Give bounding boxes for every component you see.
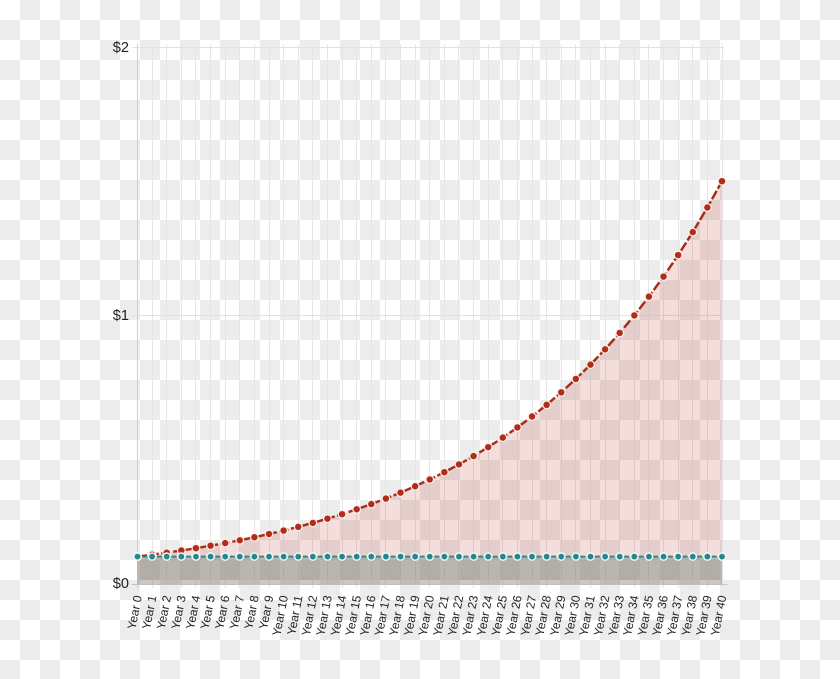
svg-text:$2: $2 bbox=[113, 40, 129, 56]
svg-text:Year 8: Year 8 bbox=[241, 594, 261, 631]
svg-text:Year 9: Year 9 bbox=[256, 594, 276, 631]
svg-text:Year 0: Year 0 bbox=[125, 594, 145, 631]
svg-text:Year 6: Year 6 bbox=[212, 594, 232, 631]
svg-text:Year 5: Year 5 bbox=[198, 594, 218, 631]
svg-text:Year 4: Year 4 bbox=[183, 594, 203, 631]
svg-text:Year 1: Year 1 bbox=[139, 594, 159, 631]
svg-text:Year 3: Year 3 bbox=[168, 594, 188, 631]
svg-text:Year 7: Year 7 bbox=[227, 594, 247, 631]
svg-text:$1: $1 bbox=[113, 308, 129, 324]
svg-text:$0: $0 bbox=[113, 576, 129, 592]
svg-text:Year 2: Year 2 bbox=[154, 594, 174, 631]
